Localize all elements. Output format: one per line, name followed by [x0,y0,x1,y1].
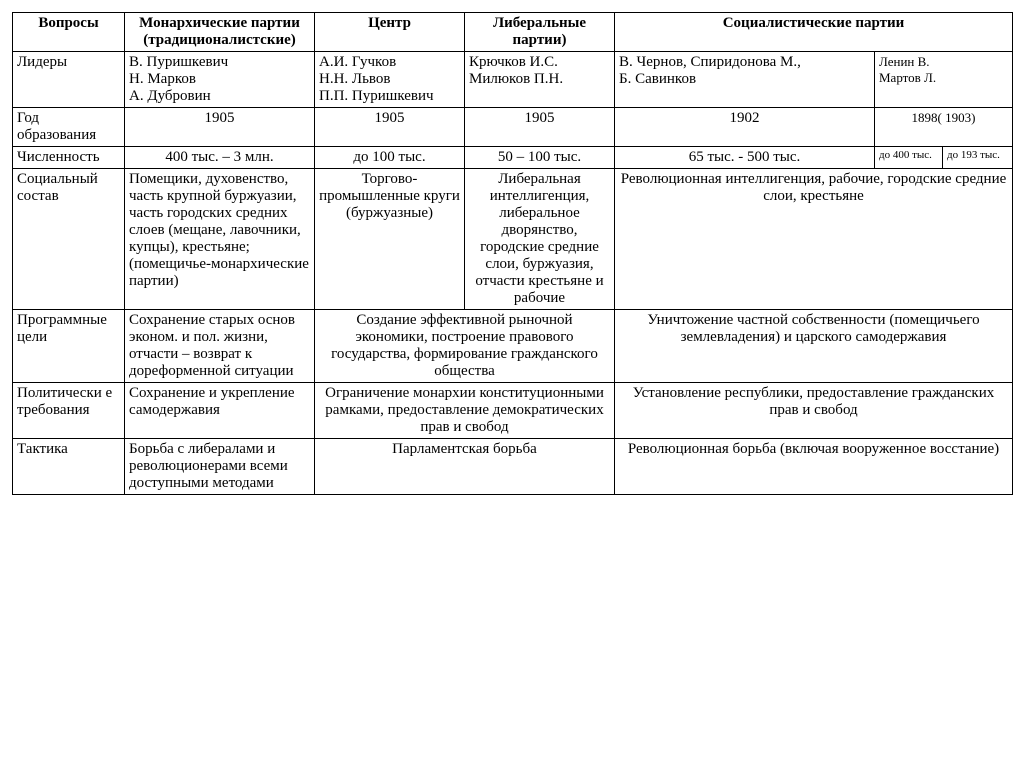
row-tactics: Тактика Борьба с либералами и революцион… [13,439,1013,495]
cell: до 193 тыс. [943,147,1013,169]
cell: Уничтожение частной собственности (помещ… [615,310,1013,383]
cell: 1905 [125,108,315,147]
table-header-row: Вопросы Монархические партии (традициона… [13,13,1013,52]
col-liberal: Либеральные партии) [465,13,615,52]
row-goals: Программные цели Сохранение старых основ… [13,310,1013,383]
cell: до 400 тыс. [875,147,943,169]
parties-table: Вопросы Монархические партии (традициона… [12,12,1013,495]
cell: Сохранение и укрепление самодержавия [125,383,315,439]
cell: Либеральная интеллигенция, либеральное д… [465,169,615,310]
row-count: Численность 400 тыс. – 3 млн. до 100 тыс… [13,147,1013,169]
col-social: Социалистические партии [615,13,1013,52]
row-label: Год образования [13,108,125,147]
row-label: Социальный состав [13,169,125,310]
col-questions: Вопросы [13,13,125,52]
cell: Крючков И.С.Милюков П.Н. [465,52,615,108]
row-demands: Политически е требования Сохранение и ук… [13,383,1013,439]
cell: Революционная интеллигенция, рабочие, го… [615,169,1013,310]
cell: В. ПуришкевичН. МарковА. Дубровин [125,52,315,108]
cell: В. Чернов, Спиридонова М.,Б. Савинков [615,52,875,108]
col-center: Центр [315,13,465,52]
cell: 1905 [465,108,615,147]
row-label: Численность [13,147,125,169]
row-label: Программные цели [13,310,125,383]
row-year: Год образования 1905 1905 1905 1902 1898… [13,108,1013,147]
cell: 1902 [615,108,875,147]
cell: 1905 [315,108,465,147]
cell: 1898( 1903) [875,108,1013,147]
cell: Создание эффективной рыночной экономики,… [315,310,615,383]
cell: А.И. ГучковН.Н. ЛьвовП.П. Пуришкевич [315,52,465,108]
row-label: Политически е требования [13,383,125,439]
cell: Установление республики, предоставление … [615,383,1013,439]
row-leaders: Лидеры В. ПуришкевичН. МарковА. Дубровин… [13,52,1013,108]
cell: Ограничение монархии конституционными ра… [315,383,615,439]
cell: до 100 тыс. [315,147,465,169]
row-label: Лидеры [13,52,125,108]
row-label: Тактика [13,439,125,495]
cell: Торгово-промышленные круги (буржуазные) [315,169,465,310]
row-social: Социальный состав Помещики, духовенство,… [13,169,1013,310]
cell: Сохранение старых основ эконом. и пол. ж… [125,310,315,383]
cell: Борьба с либералами и революционерами вс… [125,439,315,495]
col-monarch: Монархические партии (традиционалистские… [125,13,315,52]
cell: Революционная борьба (включая вооруженно… [615,439,1013,495]
cell: 400 тыс. – 3 млн. [125,147,315,169]
cell: Парламентская борьба [315,439,615,495]
cell: 65 тыс. - 500 тыс. [615,147,875,169]
cell: Ленин В.Мартов Л. [875,52,1013,108]
cell: Помещики, духовенство, часть крупной бур… [125,169,315,310]
cell: 50 – 100 тыс. [465,147,615,169]
